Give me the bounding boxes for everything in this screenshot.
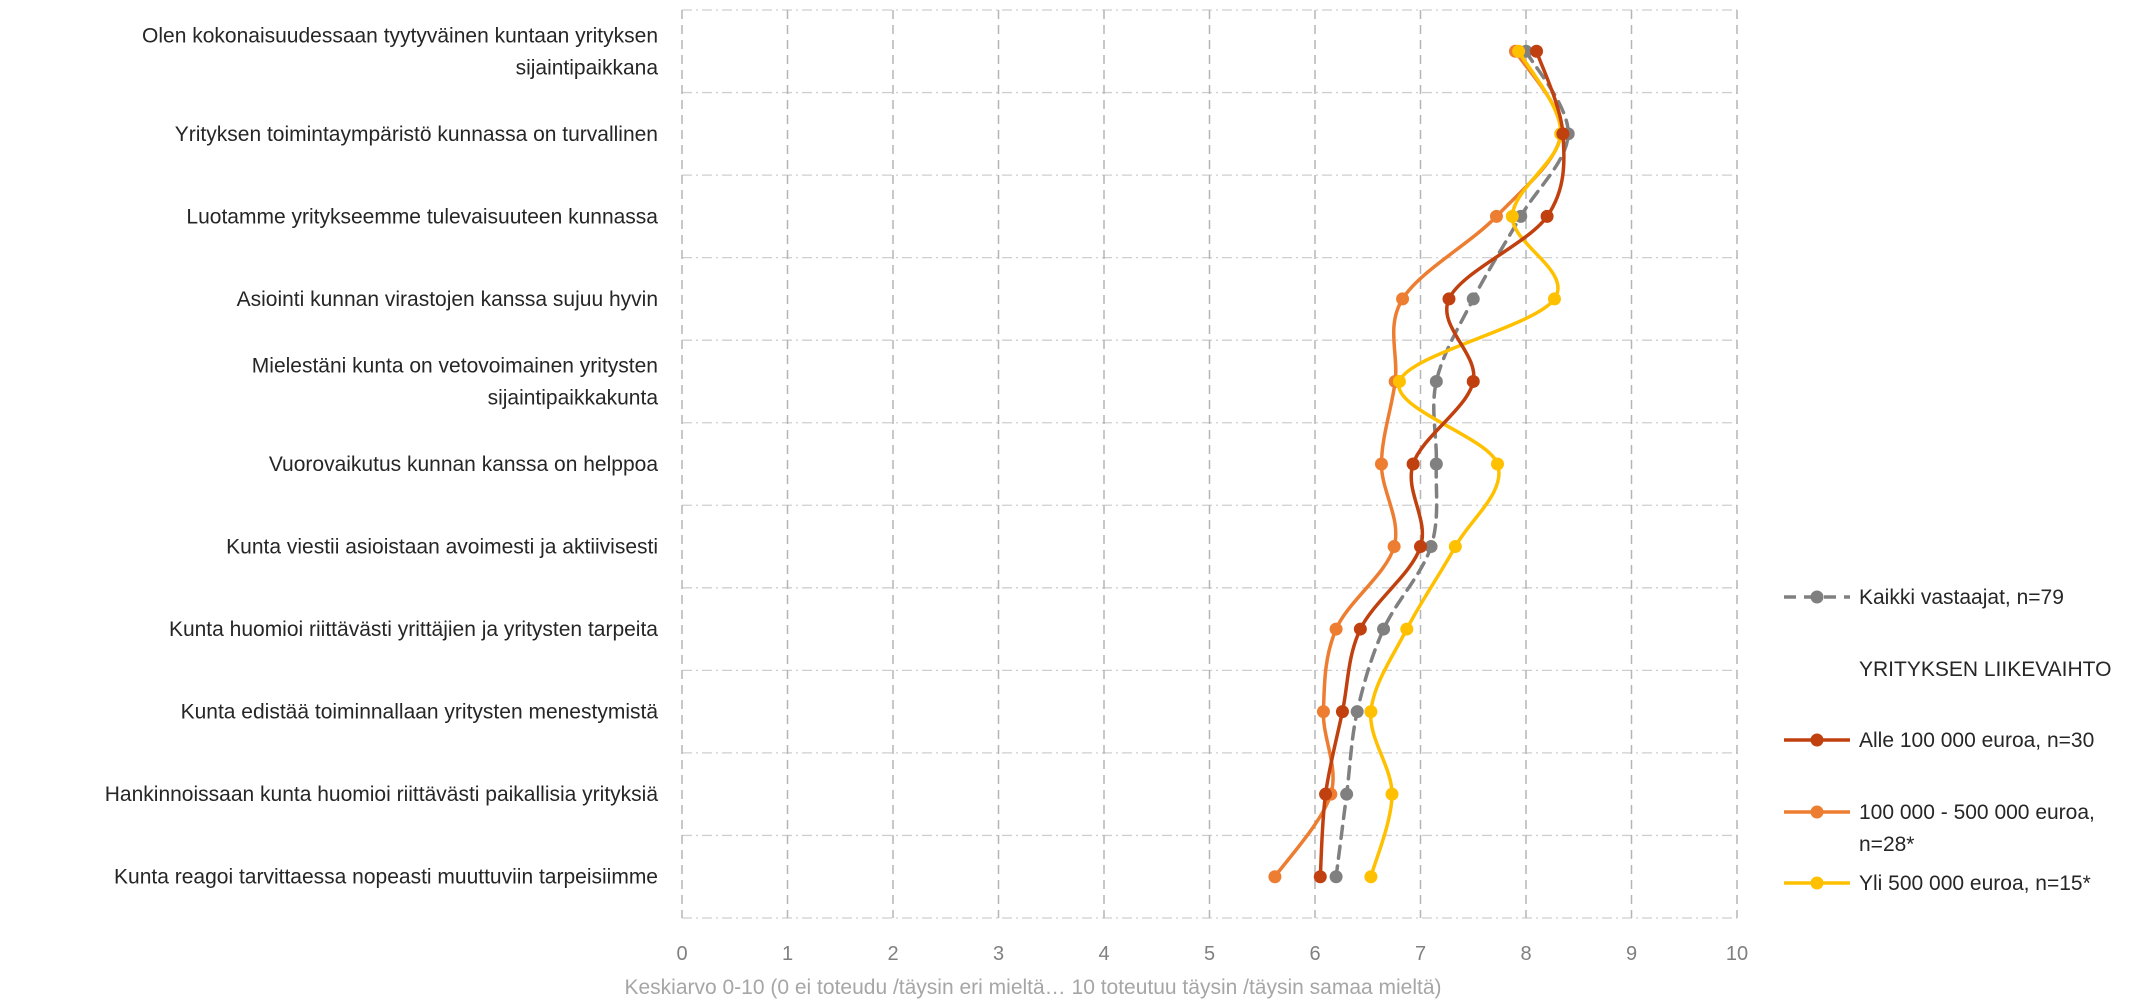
data-point	[1377, 622, 1391, 636]
x-tick-label: 10	[1726, 943, 1748, 965]
category-label: Kunta edistää toiminnallaan yritysten me…	[181, 701, 659, 724]
category-label: Vuorovaikutus kunnan kanssa on helppoa	[269, 453, 658, 476]
x-tick-label: 4	[1098, 943, 1109, 965]
data-point	[1319, 787, 1333, 801]
legend-label: n=28*	[1859, 833, 1914, 856]
x-tick-label: 9	[1626, 943, 1637, 965]
category-label: Hankinnoissaan kunta huomioi riittävästi…	[105, 783, 659, 806]
legend-label: Yli 500 000 euroa, n=15*	[1859, 872, 2091, 895]
x-tick-labels: 0 1 2 3 4 5 6 7 8 9 10	[676, 943, 1748, 965]
data-point	[1540, 209, 1554, 223]
data-point	[1429, 374, 1443, 388]
data-point	[1406, 457, 1420, 471]
data-point	[1400, 622, 1414, 636]
data-point	[1491, 457, 1505, 471]
x-tick-label: 0	[676, 943, 687, 965]
category-label: Olen kokonaisuudessaan tyytyväinen kunta…	[142, 24, 658, 47]
data-point	[1414, 540, 1427, 554]
x-tick-label: 6	[1309, 943, 1320, 965]
x-tick-label: 5	[1204, 943, 1215, 965]
legend-label: Kaikki vastaajat, n=79	[1859, 586, 2064, 609]
x-tick-label: 7	[1415, 943, 1426, 965]
data-point	[1448, 540, 1462, 554]
category-label: sijaintipaikkana	[516, 56, 659, 79]
data-point	[1466, 374, 1480, 388]
legend: Kaikki vastaajat, n=79 YRITYKSEN LIIKEVAI…	[1784, 586, 2111, 895]
data-point	[1530, 44, 1544, 58]
category-labels: Olen kokonaisuudessaan tyytyväinen kunta…	[105, 24, 659, 888]
data-point	[1424, 540, 1438, 554]
grid	[681, 9, 1738, 919]
data-point	[1392, 374, 1406, 388]
data-point	[1489, 209, 1503, 223]
legend-group-title: YRITYKSEN LIIKEVAIHTO	[1859, 658, 2111, 681]
category-label: Kunta reagoi tarvittaessa nopeasti muutt…	[114, 866, 658, 889]
data-point	[1429, 457, 1443, 471]
x-tick-label: 1	[782, 943, 793, 965]
data-point	[1313, 870, 1327, 884]
data-point	[1268, 870, 1282, 884]
data-point	[1316, 705, 1330, 719]
category-label: Kunta viestii asioistaan avoimesti ja ak…	[226, 536, 658, 559]
x-tick-label: 3	[993, 943, 1004, 965]
data-point	[1350, 705, 1364, 719]
data-point	[1374, 457, 1388, 471]
data-point	[1364, 870, 1378, 884]
series-group	[1268, 44, 1575, 884]
category-label: Kunta huomioi riittävästi yrittäjien ja …	[169, 618, 658, 641]
data-point	[1512, 44, 1526, 58]
x-tick-label: 8	[1520, 943, 1531, 965]
category-label: sijaintipaikkakunta	[488, 386, 659, 409]
legend-label: 100 000 - 500 000 euroa,	[1859, 801, 2095, 824]
data-point	[1547, 292, 1561, 306]
category-label: Yrityksen toimintaympäristö kunnassa on …	[175, 123, 658, 146]
data-point	[1466, 292, 1480, 306]
series-line	[1369, 49, 1563, 879]
data-point	[1556, 127, 1570, 141]
data-point	[1335, 705, 1349, 719]
data-point	[1385, 787, 1399, 801]
legend-swatch-marker	[1810, 876, 1824, 890]
data-point	[1329, 622, 1343, 636]
category-label: Luotamme yritykseemme tulevaisuuteen kun…	[186, 205, 658, 228]
data-point	[1364, 705, 1378, 719]
data-point	[1387, 540, 1401, 554]
data-point	[1442, 292, 1456, 306]
legend-swatch-marker	[1810, 805, 1824, 819]
data-point	[1353, 622, 1367, 636]
legend-swatch-marker	[1810, 590, 1824, 604]
data-point	[1329, 870, 1343, 884]
x-axis-title: Keskiarvo 0-10 (0 ei toteudu /täysin eri…	[624, 976, 1441, 999]
data-point	[1505, 209, 1519, 223]
x-tick-label: 2	[887, 943, 898, 965]
data-point	[1340, 787, 1354, 801]
legend-swatch-marker	[1810, 733, 1824, 747]
category-label: Mielestäni kunta on vetovoimainen yritys…	[252, 354, 658, 377]
category-label: Asiointi kunnan virastojen kanssa sujuu …	[237, 288, 658, 311]
data-point	[1396, 292, 1410, 306]
legend-label: Alle 100 000 euroa, n=30	[1859, 729, 2094, 752]
